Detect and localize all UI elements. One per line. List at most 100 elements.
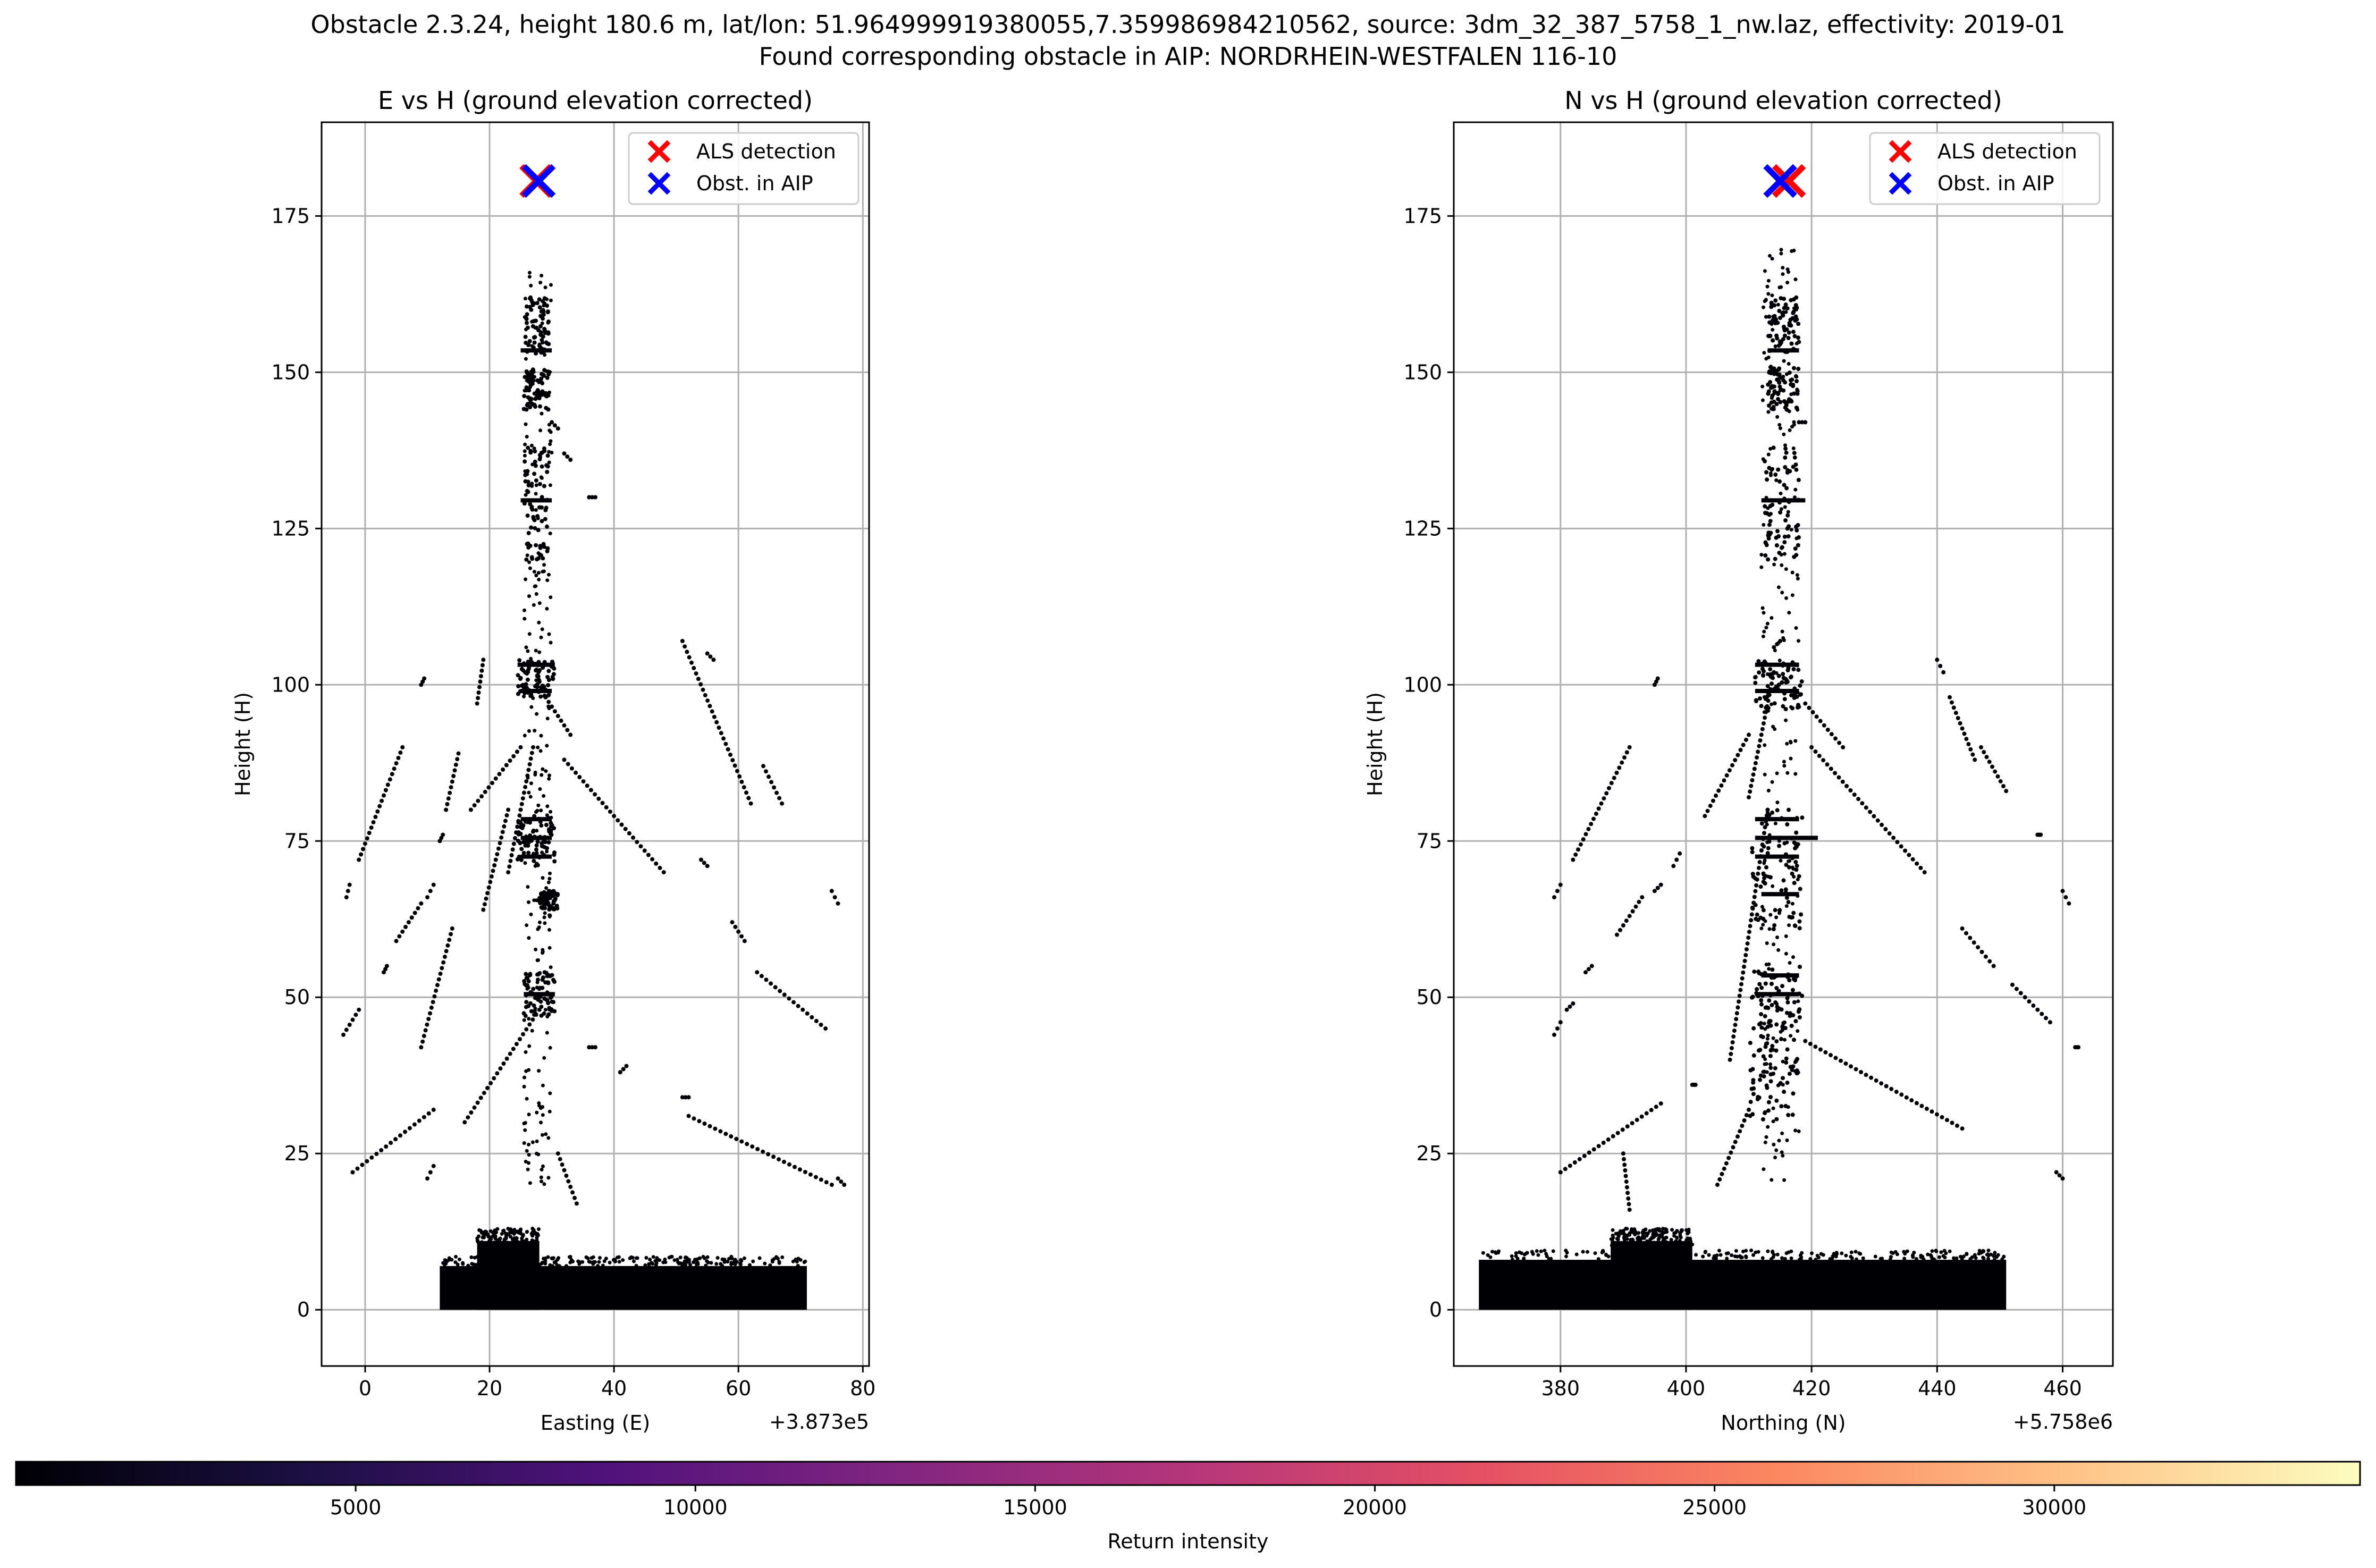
point [1778,400,1783,404]
point [1621,1228,1625,1233]
point [546,1176,551,1180]
point [1768,1066,1773,1070]
point [1889,1255,1893,1259]
point [1670,1228,1674,1232]
point [1735,753,1740,757]
point [718,1129,723,1134]
point [803,1170,807,1174]
point [1763,715,1767,720]
point [1853,1250,1858,1254]
point [1803,1039,1808,1043]
point [708,654,713,659]
point [1781,388,1786,393]
point [1757,1022,1762,1027]
point [1793,859,1798,864]
point [554,1260,558,1263]
point [697,1119,702,1124]
point [1611,1235,1615,1240]
point [527,900,530,904]
point [535,1232,540,1236]
point [1792,874,1796,879]
point [1565,1251,1569,1255]
point [472,803,477,808]
point [525,773,530,778]
point [1727,768,1732,773]
point [547,1109,552,1114]
point [1764,626,1768,630]
point [1748,924,1752,929]
point [541,309,546,314]
point [1793,1128,1798,1133]
point [1622,1231,1626,1235]
point [548,871,552,875]
point [604,1257,608,1261]
point [1777,1139,1781,1143]
point [1762,876,1767,881]
point [1770,982,1774,986]
point [534,648,538,653]
point [1768,519,1773,524]
point [550,420,554,425]
point [1768,1095,1773,1099]
point [1829,766,1833,771]
point [1751,1053,1756,1058]
point [1510,1254,1514,1258]
point [1718,1253,1723,1257]
point [1961,1254,1966,1259]
point [541,1164,545,1168]
point [529,1009,534,1014]
point [524,369,529,374]
point [1779,248,1783,252]
point [1789,323,1793,328]
point [1742,964,1746,969]
point [538,324,543,328]
point [486,885,491,890]
point [611,1258,616,1262]
point [524,557,529,562]
point [1657,1245,1662,1249]
point [566,762,570,766]
point [1784,407,1789,412]
point [503,819,508,823]
point [526,1167,530,1171]
point [544,340,549,345]
point [1760,1035,1765,1039]
point [1764,865,1768,870]
point [1992,1254,1996,1258]
point [1712,1256,1716,1260]
point [539,808,543,813]
point [453,1260,458,1264]
point [1797,340,1801,344]
point [1767,522,1772,527]
y-tick-label: 50 [1417,985,1442,1009]
point [1765,621,1770,626]
point [1779,858,1783,863]
point [1765,807,1770,812]
point [538,985,543,990]
point [1787,807,1791,812]
point [542,368,547,373]
point [730,920,735,925]
point [1753,889,1758,893]
point [524,1027,529,1032]
point [506,807,511,812]
colorbar: 5000 10000 15000 20000 25000 30000 Return int… [15,1461,2361,1553]
point [1576,847,1580,852]
point [1793,1019,1798,1024]
point [1787,370,1792,375]
point [540,464,544,469]
point [1783,1021,1787,1025]
point [1659,1234,1664,1238]
point [541,767,545,771]
point [451,774,456,778]
point [1784,567,1788,571]
point [534,574,538,578]
point [481,657,486,662]
point [1778,510,1783,515]
point [1765,1036,1770,1041]
point [412,911,417,915]
y-tick-label: 150 [271,360,310,384]
point [1789,1034,1793,1038]
point [1769,400,1774,405]
